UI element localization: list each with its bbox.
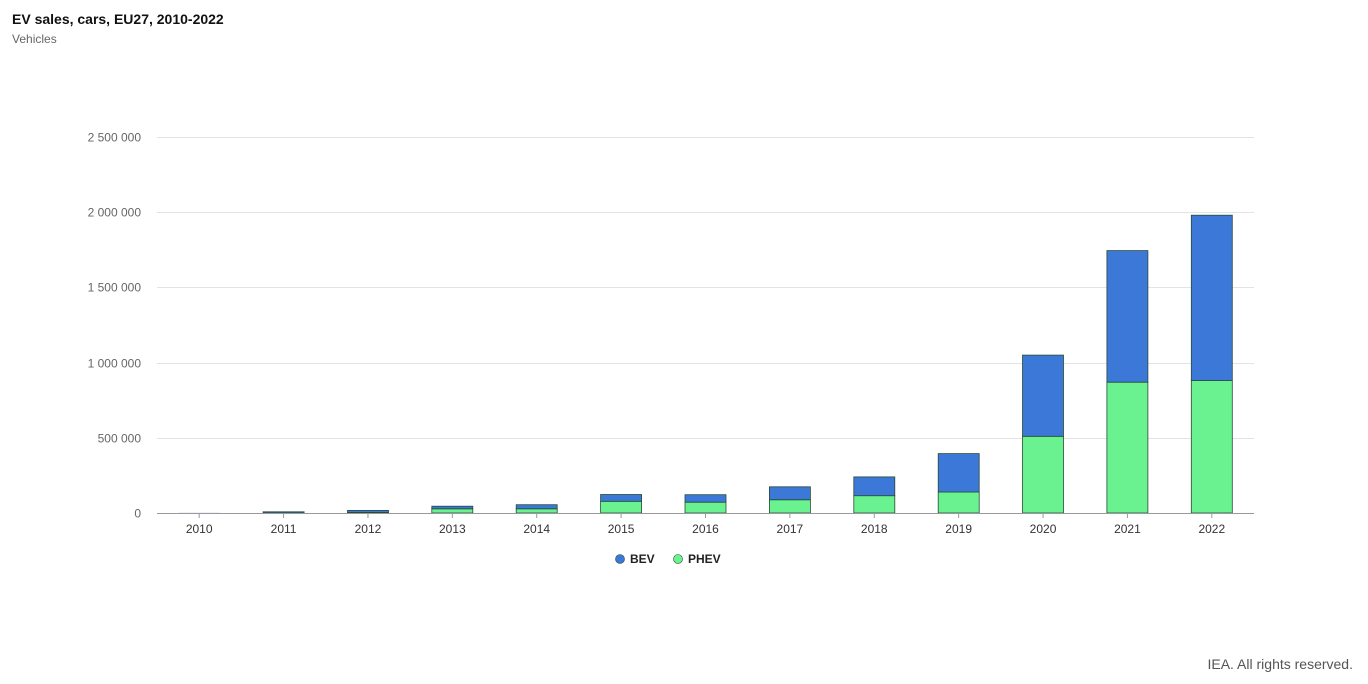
legend-swatch-bev[interactable]	[615, 554, 625, 564]
bars	[178, 214, 1233, 514]
bar-phev-2014[interactable]	[515, 508, 558, 514]
y-axis-ticks: 0 500 000 1 000 000 1 500 000 2 000 000 2 500…	[88, 131, 142, 521]
legend-label-phev[interactable]: PHEV	[688, 552, 721, 566]
bar-phev-2013[interactable]	[431, 508, 474, 514]
x-tick-label: 2019	[945, 522, 972, 536]
credit-text: IEA. All rights reserved.	[1207, 656, 1353, 672]
y-tick-label: 1 500 000	[88, 281, 142, 295]
x-tick-label: 2018	[861, 522, 888, 536]
x-tick-label: 2010	[186, 522, 213, 536]
y-tick-label: 2 500 000	[88, 131, 142, 145]
bar-bev-2015[interactable]	[600, 494, 642, 502]
x-tick-label: 2014	[523, 522, 550, 536]
bar-bev-2022[interactable]	[1190, 214, 1233, 381]
bar-phev-2021[interactable]	[1106, 381, 1149, 514]
legend-label-bev[interactable]: BEV	[630, 552, 655, 566]
legend-swatch-phev[interactable]	[673, 554, 683, 564]
bar-bev-2018[interactable]	[853, 476, 896, 497]
y-tick-label: 500 000	[98, 432, 142, 446]
bar-phev-2022[interactable]	[1190, 380, 1233, 514]
bar-bev-2014[interactable]	[515, 504, 558, 510]
bar-bev-2021[interactable]	[1106, 250, 1149, 383]
x-tick-label: 2021	[1114, 522, 1141, 536]
bar-phev-2018[interactable]	[853, 495, 896, 514]
gridlines	[157, 137, 1254, 439]
bar-bev-2013[interactable]	[431, 505, 474, 510]
y-tick-label: 0	[134, 507, 141, 521]
bar-phev-2017[interactable]	[769, 499, 811, 514]
bar-phev-2015[interactable]	[600, 500, 642, 514]
x-tick-label: 2013	[439, 522, 466, 536]
y-tick-label: 2 000 000	[88, 206, 142, 220]
legend[interactable]: BEV PHEV	[615, 552, 721, 566]
x-tick-label: 2022	[1198, 522, 1225, 536]
bar-phev-2016[interactable]	[684, 501, 727, 514]
x-tick-label: 2017	[777, 522, 804, 536]
bar-bev-2019[interactable]	[937, 453, 980, 493]
bar-phev-2020[interactable]	[1022, 435, 1064, 514]
bar-phev-2019[interactable]	[937, 491, 980, 514]
x-tick-label: 2011	[271, 522, 297, 536]
bar-bev-2017[interactable]	[769, 486, 811, 501]
x-axis-ticks: 2010 2011 2012 2013 2014 2015 2016 2017 2018 2019…	[186, 513, 1225, 536]
x-tick-label: 2020	[1030, 522, 1057, 536]
x-tick-label: 2012	[355, 522, 382, 536]
chart-title: EV sales, cars, EU27, 2010-2022	[12, 11, 224, 27]
chart-subtitle: Vehicles	[12, 32, 57, 46]
bar-bev-2011[interactable]	[262, 511, 305, 514]
x-tick-label: 2015	[608, 522, 635, 536]
x-tick-label: 2016	[692, 522, 719, 536]
bar-bev-2020[interactable]	[1022, 354, 1064, 437]
bar-bev-2012[interactable]	[347, 509, 389, 513]
bar-bev-2016[interactable]	[684, 494, 727, 503]
y-tick-label: 1 000 000	[88, 357, 142, 371]
